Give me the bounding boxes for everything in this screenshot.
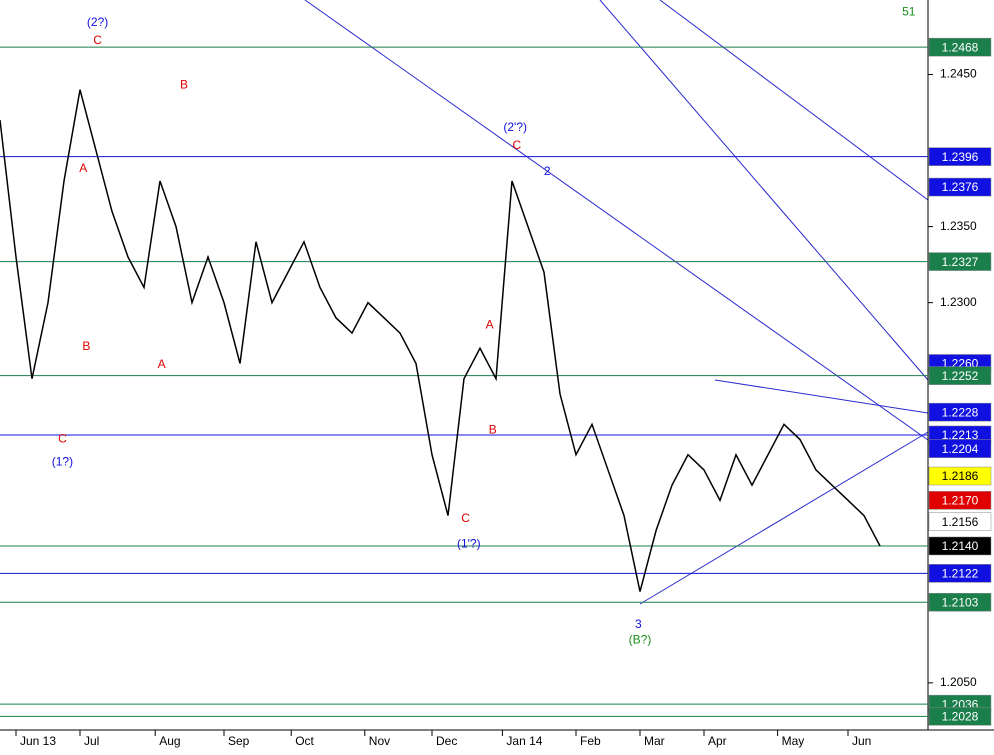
trend-line bbox=[714, 379, 929, 414]
x-tick-label: Jan 14 bbox=[506, 734, 542, 748]
price-tag bbox=[928, 593, 992, 612]
price-tag bbox=[928, 512, 992, 531]
price-tag bbox=[928, 37, 992, 57]
wave-label: A bbox=[79, 161, 87, 175]
x-tick-label: Jun 13 bbox=[20, 734, 56, 748]
price-tag-label: 1.2028 bbox=[942, 709, 979, 723]
x-tick-label: Nov bbox=[369, 734, 390, 748]
price-tag-label: 1.2252 bbox=[942, 369, 979, 383]
wave-label: C bbox=[461, 511, 470, 525]
wave-label: B bbox=[489, 423, 497, 437]
trend-line bbox=[599, 0, 929, 381]
x-tick-label: Jul bbox=[84, 734, 99, 748]
trend-lines bbox=[304, 0, 929, 605]
wave-label: 51 bbox=[902, 4, 916, 18]
price-tag-label: 1.2122 bbox=[942, 567, 979, 581]
price-tag-label: 1.2396 bbox=[942, 150, 979, 164]
x-tick-label: Aug bbox=[159, 734, 180, 748]
wave-label: C bbox=[93, 33, 102, 47]
price-tag bbox=[928, 439, 992, 458]
price-tag bbox=[928, 366, 992, 385]
wave-label: B bbox=[180, 77, 188, 91]
price-tag bbox=[928, 564, 992, 583]
wave-label: (2?) bbox=[87, 15, 108, 29]
x-tick-label: Jun bbox=[852, 734, 871, 748]
wave-label: (1'?) bbox=[457, 537, 481, 551]
wave-label: (2'?) bbox=[503, 120, 527, 134]
price-tag bbox=[928, 491, 992, 510]
wave-label: B bbox=[82, 339, 90, 353]
x-tick-label: May bbox=[782, 734, 805, 748]
wave-label: (1?) bbox=[52, 455, 73, 469]
price-tag-label: 1.2468 bbox=[942, 40, 979, 54]
y-tick-label: 1.2350 bbox=[940, 219, 977, 233]
wave-label: (B?) bbox=[629, 632, 652, 646]
price-tag bbox=[928, 536, 992, 556]
wave-label: A bbox=[158, 357, 166, 371]
y-tick-label: 1.2450 bbox=[940, 67, 977, 81]
x-tick-label: Dec bbox=[436, 734, 457, 748]
price-tag bbox=[928, 707, 992, 726]
price-tag-label: 1.2156 bbox=[942, 515, 979, 529]
trend-line bbox=[659, 0, 929, 201]
x-tick-label: Mar bbox=[644, 734, 665, 748]
price-tag-label: 1.2327 bbox=[942, 255, 979, 269]
wave-label: A bbox=[486, 318, 494, 332]
wave-label: C bbox=[512, 138, 521, 152]
price-tag-label: 1.2103 bbox=[942, 595, 979, 609]
trend-line bbox=[639, 431, 929, 605]
price-tag-label: 1.2228 bbox=[942, 405, 979, 419]
y-tick-label: 1.2300 bbox=[940, 295, 977, 309]
wave-label: 3 bbox=[635, 617, 642, 631]
wave-label: 2 bbox=[544, 164, 551, 178]
price-tag-label: 1.2170 bbox=[942, 494, 979, 508]
price-tag bbox=[928, 147, 992, 166]
price-tag bbox=[928, 177, 992, 197]
price-tag-label: 1.2140 bbox=[942, 539, 979, 553]
price-tag bbox=[928, 402, 992, 422]
x-tick-label: Sep bbox=[228, 734, 250, 748]
wave-label: C bbox=[58, 432, 67, 446]
price-tag bbox=[928, 466, 992, 486]
price-tag-label: 1.2186 bbox=[942, 469, 979, 483]
price-tag-label: 1.2213 bbox=[942, 428, 979, 442]
price-tag-label: 1.2376 bbox=[942, 180, 979, 194]
y-tick-label: 1.2050 bbox=[940, 675, 977, 689]
price-line bbox=[0, 89, 881, 592]
x-tick-label: Feb bbox=[580, 734, 601, 748]
x-tick-label: Apr bbox=[708, 734, 727, 748]
price-tag bbox=[928, 252, 992, 271]
x-tick-label: Oct bbox=[295, 734, 314, 748]
trend-line bbox=[304, 0, 929, 441]
price-tag-label: 1.2204 bbox=[942, 442, 979, 456]
